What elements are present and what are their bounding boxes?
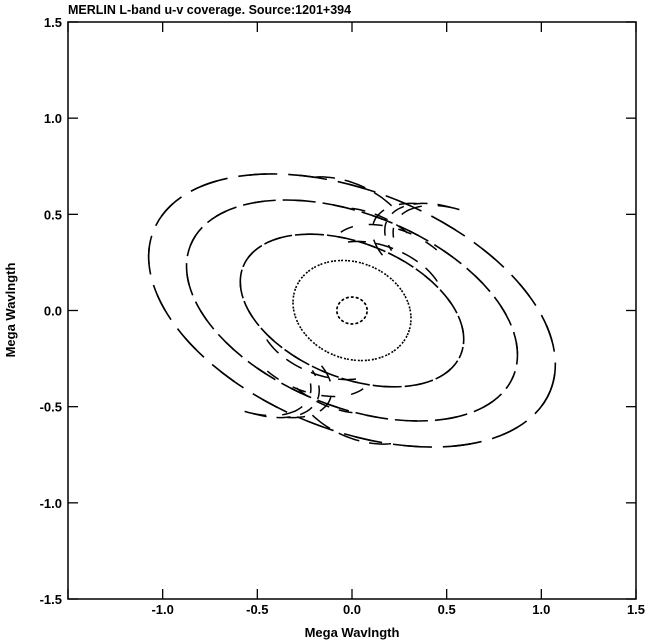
x-tick-label: -1.0	[151, 602, 173, 617]
uv-track-ellipse	[336, 296, 368, 325]
uv-track-arc	[252, 370, 320, 419]
x-tick-label: 0.5	[438, 602, 456, 617]
uv-track-ellipse	[239, 233, 465, 388]
axis-ticks	[67, 21, 637, 600]
uv-track-arc	[296, 387, 358, 414]
x-axis-label: Mega Wavlngth	[305, 625, 400, 640]
uv-track-arc	[266, 370, 364, 398]
uv-track-ellipse	[147, 173, 557, 448]
uv-track-arc	[311, 176, 393, 207]
uv-track-arc	[311, 414, 393, 445]
y-tick-label: 0.0	[44, 304, 62, 319]
uv-track-arc	[392, 204, 460, 238]
y-tick-label: 0.5	[44, 207, 62, 222]
y-axis-label: Mega Wavlngth	[3, 263, 18, 358]
uv-track-ellipse	[185, 199, 519, 422]
y-tick-label: 1.5	[44, 15, 62, 30]
x-tick-label: 1.5	[627, 602, 645, 617]
uv-track-arc	[343, 240, 438, 282]
uv-track-ellipse	[185, 199, 519, 422]
uv-track-ellipse	[292, 259, 412, 362]
chart-title: MERLIN L-band u-v coverage. Source:1201+…	[68, 3, 351, 17]
x-tick-label: 0.0	[343, 602, 361, 617]
uv-track-ellipse	[292, 259, 412, 362]
y-tick-label: -1.0	[40, 496, 62, 511]
axis-tick-labels: -1.0 -0.5 0.0 0.5 1.0 1.5 -1.5 -1.0 -0.5 0.0 0.5 1.…	[40, 15, 645, 617]
uv-track-arc	[287, 355, 333, 419]
uv-track-ellipse	[336, 296, 368, 325]
x-tick-label: 1.0	[532, 602, 550, 617]
uv-track-arc	[346, 207, 408, 234]
plot-frame	[67, 21, 637, 600]
uv-track-ellipse	[239, 233, 465, 388]
uv-track-arc	[371, 202, 417, 266]
uv-tracks	[147, 173, 557, 448]
x-tick-label: -0.5	[246, 602, 268, 617]
uv-track-arc	[340, 223, 438, 251]
uv-track-ellipse	[147, 173, 557, 448]
y-tick-label: -1.5	[40, 592, 62, 607]
uv-track-arc	[244, 383, 312, 417]
y-tick-label: 1.0	[44, 111, 62, 126]
uv-track-arc	[384, 202, 452, 251]
y-tick-label: -0.5	[40, 400, 62, 415]
uv-track-arc	[266, 339, 361, 381]
